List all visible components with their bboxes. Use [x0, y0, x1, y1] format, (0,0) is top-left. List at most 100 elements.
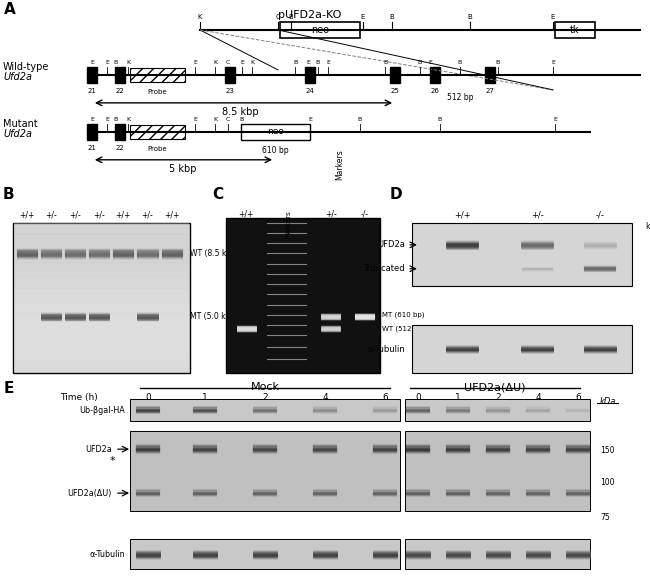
Text: E: E	[105, 117, 109, 122]
Text: E: E	[90, 60, 94, 65]
Text: 23: 23	[226, 88, 235, 94]
Bar	[412, 222, 632, 286]
Bar	[430, 67, 440, 83]
Text: Markers: Markers	[335, 149, 345, 179]
Text: K: K	[250, 60, 254, 65]
Text: 6: 6	[382, 393, 388, 402]
Text: E: E	[90, 117, 94, 122]
Text: +/-: +/-	[325, 210, 337, 219]
Text: E: E	[193, 60, 197, 65]
Text: B: B	[289, 14, 293, 20]
Text: E: E	[105, 60, 109, 65]
Text: B: B	[496, 60, 500, 65]
Bar	[130, 431, 400, 511]
Text: +/+: +/+	[164, 211, 179, 219]
Text: B: B	[418, 60, 422, 65]
Bar	[115, 124, 125, 140]
Text: B: B	[383, 60, 387, 65]
Text: E: E	[4, 381, 14, 396]
Text: UFD2a(ΔU): UFD2a(ΔU)	[68, 489, 112, 497]
Text: Markers: Markers	[285, 210, 292, 237]
Text: Ufd2a: Ufd2a	[3, 72, 32, 82]
Text: WT (512 bp): WT (512 bp)	[382, 325, 424, 332]
Text: 6: 6	[575, 393, 581, 402]
Bar	[12, 222, 190, 373]
Text: 1: 1	[202, 393, 208, 402]
Text: WT (8.5 kbp): WT (8.5 kbp)	[190, 249, 239, 258]
Text: 5 kbp: 5 kbp	[169, 164, 197, 174]
Bar	[280, 22, 360, 38]
Text: E: E	[308, 117, 312, 122]
Text: E: E	[551, 14, 555, 20]
Text: 0: 0	[145, 393, 151, 402]
Text: K: K	[213, 117, 217, 122]
Bar	[130, 68, 185, 82]
Bar	[405, 431, 590, 511]
Text: 22: 22	[116, 88, 124, 94]
Text: E: E	[551, 60, 555, 65]
Text: kDa: kDa	[600, 397, 616, 406]
Text: MT (610 bp): MT (610 bp)	[382, 312, 424, 318]
Text: Truncated: Truncated	[363, 264, 405, 273]
Text: 150: 150	[600, 446, 614, 455]
Text: C: C	[213, 187, 224, 202]
Bar	[225, 67, 235, 83]
Text: tk: tk	[570, 25, 580, 35]
Text: 22: 22	[116, 145, 124, 151]
Text: E: E	[553, 117, 557, 122]
Text: 4: 4	[535, 393, 541, 402]
Text: K: K	[126, 117, 130, 122]
Text: 21: 21	[88, 88, 96, 94]
Text: MT (5.0 kbp): MT (5.0 kbp)	[190, 312, 239, 321]
Text: +/-: +/-	[531, 211, 544, 219]
Bar	[555, 22, 595, 38]
Text: +/+: +/+	[239, 210, 254, 219]
Text: 610 bp: 610 bp	[262, 146, 289, 155]
Text: Probe: Probe	[148, 89, 167, 95]
Text: +/-: +/-	[45, 211, 57, 219]
Bar	[305, 67, 315, 83]
Text: +/+: +/+	[454, 211, 471, 219]
Bar	[412, 325, 632, 373]
Text: +/-: +/-	[69, 211, 81, 219]
Text: E: E	[193, 117, 197, 122]
Text: B: B	[358, 117, 362, 122]
Bar	[241, 124, 310, 140]
Text: E: E	[240, 60, 244, 65]
Text: Wild-type: Wild-type	[3, 62, 49, 72]
Bar	[130, 400, 400, 421]
Text: Time (h): Time (h)	[60, 393, 98, 402]
Text: 8.5 kbp: 8.5 kbp	[222, 107, 258, 117]
Text: K: K	[213, 60, 217, 65]
Bar	[485, 67, 495, 83]
Text: E: E	[306, 60, 310, 65]
Text: D: D	[390, 187, 402, 202]
Text: 2: 2	[262, 393, 268, 402]
Text: 21: 21	[88, 145, 96, 151]
Text: 4: 4	[322, 393, 328, 402]
Text: 512 bp: 512 bp	[447, 93, 473, 102]
Bar	[130, 125, 185, 139]
Text: A: A	[4, 2, 16, 17]
Text: -/-: -/-	[595, 211, 604, 219]
Text: E: E	[361, 14, 365, 20]
Text: K: K	[198, 14, 202, 20]
Text: +/+: +/+	[116, 211, 131, 219]
Text: E: E	[428, 60, 432, 65]
Text: B: B	[239, 117, 243, 122]
Text: 25: 25	[391, 88, 399, 94]
Text: 75: 75	[600, 512, 610, 522]
Bar	[405, 400, 590, 421]
Text: Mock: Mock	[250, 382, 280, 392]
Bar	[130, 539, 400, 569]
Text: 1: 1	[455, 393, 461, 402]
Text: B: B	[458, 60, 462, 65]
Text: B: B	[114, 117, 118, 122]
Text: 100: 100	[600, 478, 614, 486]
Text: B: B	[3, 187, 14, 202]
Text: C: C	[226, 60, 230, 65]
Text: B: B	[467, 14, 473, 20]
Text: B: B	[438, 117, 442, 122]
Text: *: *	[109, 456, 115, 466]
Bar	[115, 67, 125, 83]
